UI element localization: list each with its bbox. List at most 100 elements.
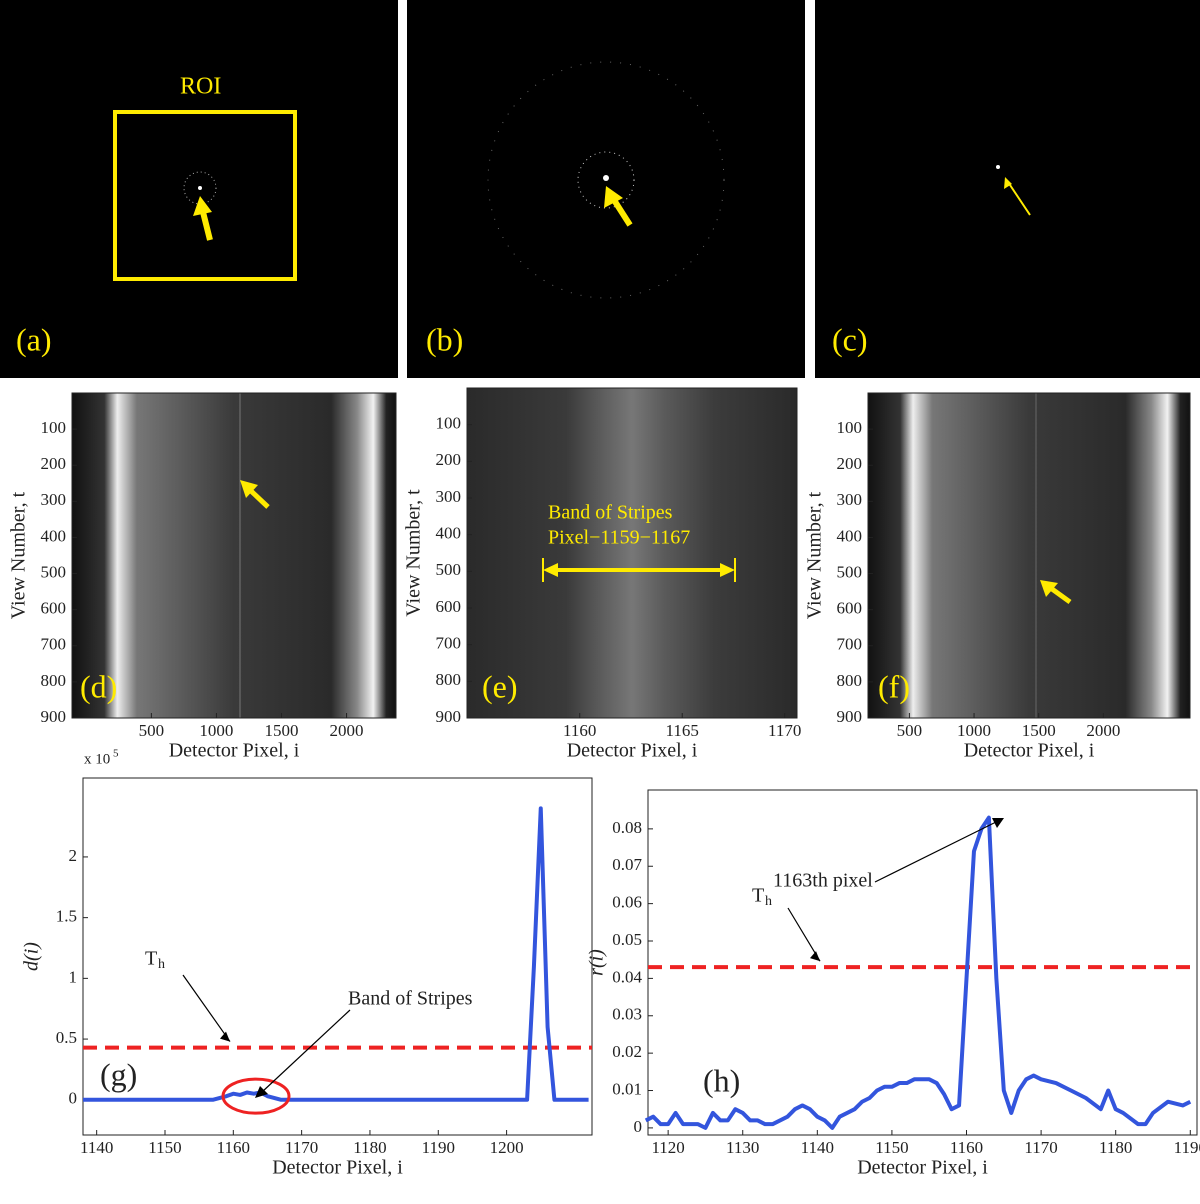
y-tick-label: 800 [436, 670, 462, 689]
y-tick-label: 0.06 [612, 893, 642, 912]
roi-box [113, 110, 297, 281]
x-tick-label: 2000 [330, 721, 364, 740]
x-axis-label: Detector Pixel, i [567, 740, 698, 762]
x-tick-label: 1500 [1022, 721, 1056, 740]
multiplier: x 10 [84, 751, 110, 767]
y-tick-label: 0.08 [612, 818, 642, 837]
y-tick-label: 900 [837, 707, 863, 726]
threshold-label-sub: h [765, 894, 772, 909]
y-tick-label: 600 [41, 599, 67, 618]
x-tick-label: 1140 [80, 1138, 113, 1157]
y-tick-label: 100 [436, 414, 462, 433]
x-tick-label: 1150 [875, 1138, 908, 1157]
x-tick-label: 1170 [1024, 1138, 1057, 1157]
y-tick-label: 800 [41, 671, 67, 690]
panel-label: (f) [878, 668, 910, 704]
y-tick-label: 0.03 [612, 1005, 642, 1024]
roi-label: ROI [180, 74, 221, 100]
x-tick-label: 1190 [1174, 1138, 1200, 1157]
y-tick-label: 100 [837, 418, 863, 437]
panel-label: (c) [832, 321, 868, 357]
y-tick-label: 900 [41, 707, 67, 726]
dot [996, 165, 1000, 169]
annotation-arrow [874, 821, 997, 883]
image-c [815, 0, 1200, 378]
y-tick-label: 600 [436, 597, 462, 616]
annotation: 1163th pixel [773, 870, 873, 892]
y-axis-label: View Number, t [8, 491, 30, 619]
x-axis-label: Detector Pixel, i [857, 1157, 988, 1179]
y-tick-label: 600 [837, 599, 863, 618]
panel-label: (g) [100, 1056, 137, 1092]
x-axis-label: Detector Pixel, i [964, 740, 1095, 762]
y-tick-label: 400 [837, 526, 863, 545]
y-tick-label: 400 [436, 524, 462, 543]
dot [603, 175, 609, 181]
y-tick-label: 1.5 [56, 907, 77, 926]
x-tick-label: 1165 [666, 721, 699, 740]
plot-frame [647, 789, 1198, 1136]
ring [577, 151, 635, 209]
y-tick-label: 200 [436, 450, 462, 469]
annotation-arrow [182, 974, 231, 1042]
sinogram [72, 393, 396, 718]
x-tick-label: 1160 [950, 1138, 983, 1157]
ring [487, 61, 725, 299]
sinogram [868, 393, 1190, 718]
x-tick-label: 500 [897, 721, 923, 740]
arrow-head [193, 196, 212, 216]
multiplier-exponent: 5 [113, 748, 119, 760]
y-tick-label: 700 [837, 635, 863, 654]
y-tick-label: 0 [634, 1117, 643, 1136]
panel-label: (e) [482, 668, 518, 704]
series-line [83, 806, 589, 1102]
arrow [200, 211, 213, 241]
arrow [1050, 586, 1072, 605]
annotation-arrow [787, 907, 821, 962]
threshold-label-sub: h [158, 957, 165, 972]
y-axis-label: View Number, t [804, 491, 826, 619]
y-tick-label: 0.05 [612, 930, 642, 949]
x-axis-label: Detector Pixel, i [272, 1157, 403, 1179]
sinogram-zoom [467, 388, 797, 718]
y-tick-label: 0 [69, 1089, 78, 1108]
series-line [644, 815, 1192, 1130]
y-tick-label: 500 [837, 562, 863, 581]
y-tick-label: 0.02 [612, 1042, 642, 1061]
y-tick-label: 500 [436, 560, 462, 579]
arrow-head [810, 951, 820, 962]
x-tick-label: 1170 [285, 1138, 318, 1157]
x-tick-label: 1140 [801, 1138, 834, 1157]
y-tick-label: 0.07 [612, 855, 642, 874]
x-tick-label: 1190 [422, 1138, 455, 1157]
y-tick-label: 700 [41, 635, 67, 654]
arrow [611, 198, 633, 227]
x-tick-label: 1120 [651, 1138, 684, 1157]
x-tick-label: 1160 [563, 721, 596, 740]
x-axis-label: Detector Pixel, i [169, 740, 300, 762]
x-tick-label: 1500 [264, 721, 298, 740]
plot-frame [867, 392, 1191, 719]
y-tick-label: 0.01 [612, 1079, 642, 1098]
y-tick-label: 2 [69, 846, 78, 865]
arrow-head [240, 480, 258, 498]
arrow-head [255, 1086, 268, 1098]
y-tick-label: 0.5 [56, 1028, 77, 1047]
y-axis-label: View Number, t [403, 489, 425, 617]
threshold-label: T [752, 885, 764, 907]
threshold-label: T [145, 948, 157, 970]
y-tick-label: 300 [436, 487, 462, 506]
x-tick-label: 1000 [957, 721, 991, 740]
y-axis-label: d(i) [21, 942, 43, 971]
y-axis-label: r(i) [586, 949, 608, 976]
annotation: Band of Stripes [348, 988, 473, 1010]
arrow-head [604, 186, 623, 208]
y-tick-label: 200 [41, 454, 67, 473]
y-tick-label: 100 [41, 418, 67, 437]
plot-frame [82, 777, 593, 1136]
panel-label: (b) [426, 321, 463, 357]
x-tick-label: 500 [139, 721, 165, 740]
x-tick-label: 1170 [768, 721, 801, 740]
y-tick-label: 900 [436, 707, 462, 726]
